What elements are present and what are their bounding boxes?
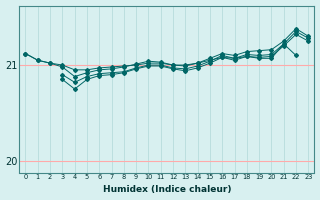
X-axis label: Humidex (Indice chaleur): Humidex (Indice chaleur) [103,185,231,194]
